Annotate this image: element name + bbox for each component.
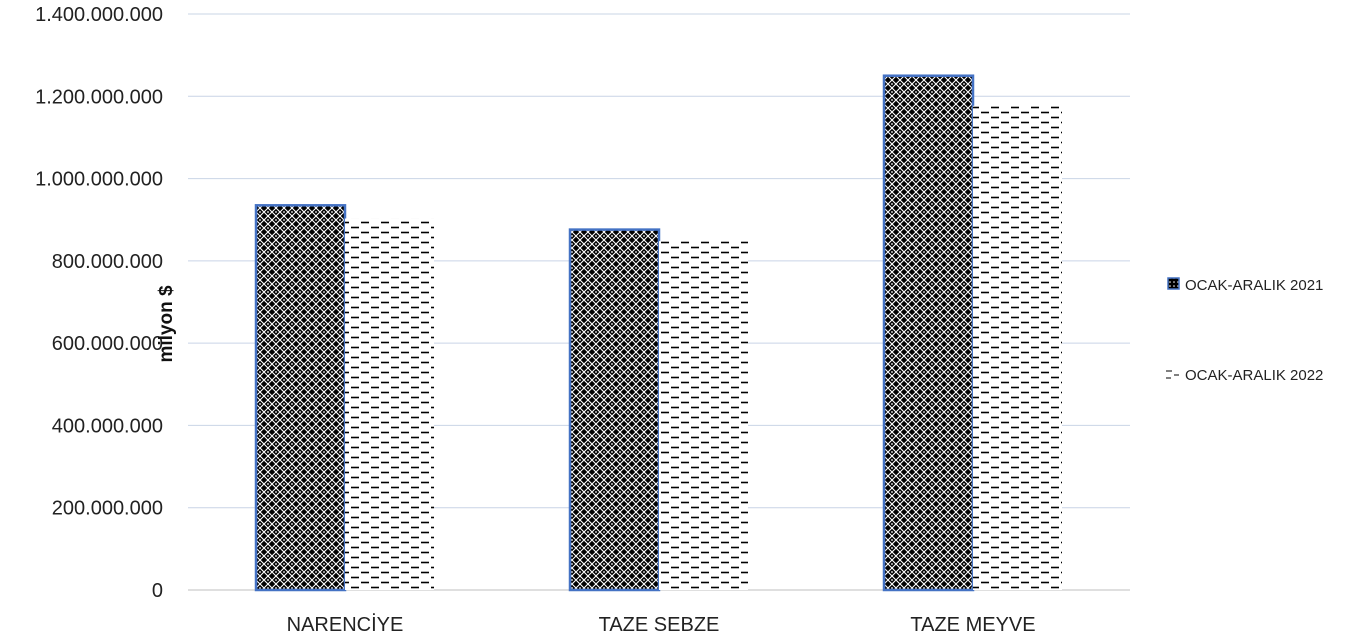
legend-label: OCAK-ARALIK 2021 — [1185, 277, 1323, 294]
bar-series-2021 — [254, 204, 347, 592]
bar-series-2022 — [973, 105, 1062, 591]
legend-swatch-2022 — [1166, 370, 1179, 379]
y-tick-label: 0 — [152, 580, 163, 602]
y-tick-label: 600.000.000 — [52, 333, 163, 355]
legend-swatch-2021 — [1167, 277, 1180, 290]
y-tick-label: 200.000.000 — [52, 498, 163, 520]
bars — [254, 74, 1062, 592]
bar-series-2021 — [882, 74, 975, 592]
y-tick-label: 800.000.000 — [52, 251, 163, 273]
bar-series-2022 — [345, 218, 434, 591]
y-axis-ticks: 0 200.000.000 400.000.000 600.000.000 800.00… — [35, 4, 163, 602]
x-category-label: TAZE MEYVE — [910, 614, 1035, 636]
y-axis-title: milyon $ — [156, 285, 177, 363]
y-tick-label: 400.000.000 — [52, 415, 163, 437]
legend: OCAK-ARALIK 2021 OCAK-ARALIK 2022 — [1166, 277, 1323, 384]
x-category-label: NARENCİYE — [287, 613, 404, 636]
x-category-label: TAZE SEBZE — [599, 614, 720, 636]
bar-series-2022 — [659, 241, 748, 590]
legend-label: OCAK-ARALIK 2022 — [1185, 367, 1323, 384]
y-tick-label: 1.000.000.000 — [35, 169, 163, 191]
y-tick-label: 1.200.000.000 — [35, 86, 163, 108]
bar-series-2021 — [568, 228, 661, 592]
y-tick-label: 1.400.000.000 — [35, 4, 163, 26]
x-axis-categories: NARENCİYE TAZE SEBZE TAZE MEYVE — [287, 613, 1036, 636]
